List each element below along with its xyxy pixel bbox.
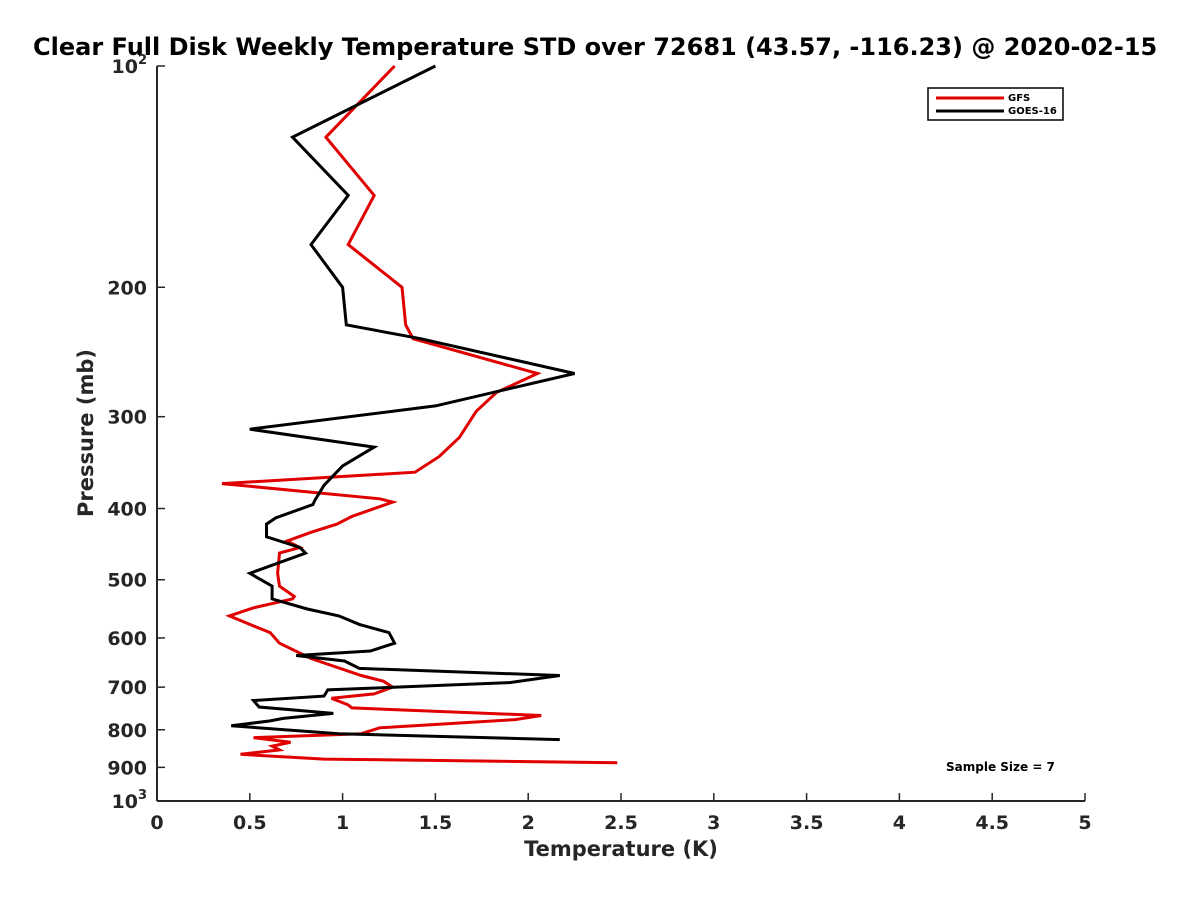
y-axis-label: Pressure (mb) — [74, 349, 98, 517]
y-tick-label: 700 — [107, 677, 147, 699]
y-tick-label: 102 — [112, 53, 148, 78]
x-tick-label: 4 — [893, 812, 906, 834]
y-tick-label: 400 — [107, 499, 147, 521]
x-tick-label: 3 — [707, 812, 720, 834]
x-tick-label: 1 — [336, 812, 349, 834]
legend-label-goes16: GOES-16 — [1008, 106, 1057, 117]
x-ticks: 0 0.5 1 1.5 2 2.5 3 3.5 4 4.5 5 — [150, 793, 1092, 834]
x-tick-label: 2 — [522, 812, 535, 834]
chart-title: Clear Full Disk Weekly Temperature STD o… — [33, 33, 1157, 61]
legend-label-gfs: GFS — [1008, 93, 1030, 104]
x-tick-label: 0.5 — [233, 812, 267, 834]
y-tick-label: 600 — [107, 628, 147, 650]
y-tick-label: 500 — [107, 570, 147, 592]
y-tick-label: 103 — [112, 788, 148, 813]
x-tick-label: 5 — [1078, 812, 1091, 834]
series-line-gfs — [221, 64, 618, 765]
y-tick-label: 800 — [107, 720, 147, 742]
y-tick-label: 900 — [107, 757, 147, 779]
y-ticks: 102 200 300 400 500 600 700 800 900 103 — [107, 53, 165, 813]
x-tick-label: 2.5 — [604, 812, 638, 834]
x-tick-label: 0 — [150, 812, 163, 834]
legend-box — [927, 87, 1064, 121]
y-tick-label: 200 — [107, 277, 147, 299]
sample-size-annotation: Sample Size = 7 — [946, 760, 1055, 774]
series-line-goes16 — [231, 64, 575, 742]
x-tick-label: 3.5 — [790, 812, 824, 834]
series-lines — [221, 64, 618, 765]
legend: GFS GOES-16 — [927, 87, 1064, 121]
x-tick-label: 1.5 — [419, 812, 453, 834]
x-axis-label: Temperature (K) — [524, 837, 718, 861]
x-tick-label: 4.5 — [975, 812, 1009, 834]
y-tick-label: 300 — [107, 407, 147, 429]
axes — [156, 66, 1085, 802]
